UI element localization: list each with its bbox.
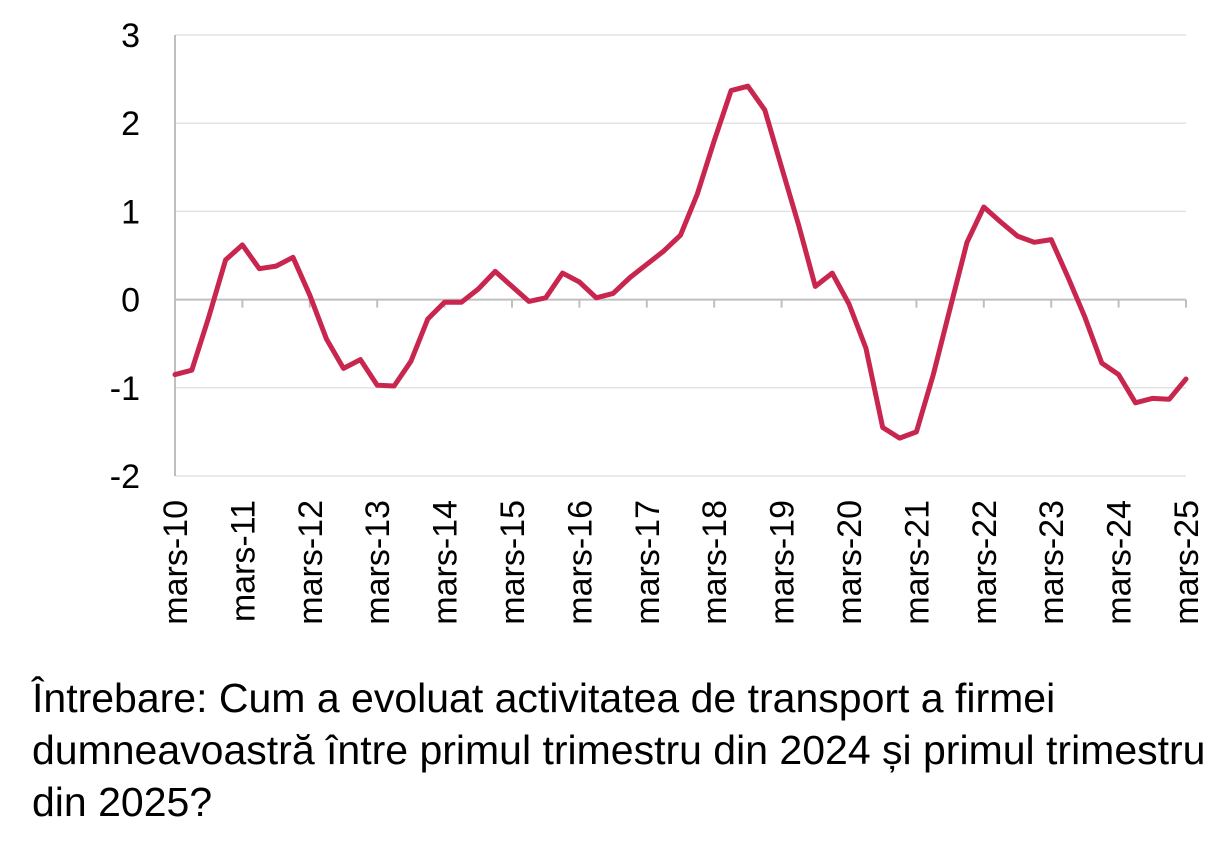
y-tick-label: 2 [121, 105, 140, 143]
axes [174, 35, 1187, 476]
x-tick-label: mars-16 [561, 500, 599, 625]
x-tick-label: mars-19 [764, 500, 802, 625]
y-axis-tick-labels: 3 2 1 0 -1 -2 [110, 17, 140, 496]
x-tick-label: mars-17 [629, 500, 667, 625]
x-tick-label: mars-22 [966, 500, 1004, 625]
y-tick-label: 1 [121, 193, 140, 231]
x-axis-tick-labels: mars-10 mars-11 mars-12 mars-13 mars-14 mars-… [157, 500, 1206, 625]
y-tick-label: -2 [110, 458, 140, 496]
y-tick-label: 0 [121, 282, 140, 320]
x-tick-label: mars-25 [1168, 500, 1206, 625]
series-line [172, 83, 1189, 441]
x-tick-label: mars-13 [359, 500, 397, 625]
x-tick-label: mars-18 [696, 500, 734, 625]
x-tick-label: mars-15 [494, 500, 532, 625]
x-tick-label: mars-23 [1033, 500, 1071, 625]
series-layer [172, 83, 1189, 441]
y-tick-label: 3 [121, 17, 140, 55]
x-tick-label: mars-21 [898, 500, 936, 625]
x-tick-label: mars-14 [427, 500, 465, 625]
x-tick-label: mars-20 [831, 500, 869, 625]
x-tick-label: mars-12 [292, 500, 330, 625]
y-tick-label: -1 [110, 370, 140, 408]
x-tick-label: mars-24 [1101, 500, 1139, 625]
question-caption: Întrebare: Cum a evoluat activitatea de … [32, 675, 1206, 825]
x-tick-label: mars-10 [157, 500, 195, 625]
x-tick-label: mars-11 [224, 500, 262, 622]
gridlines [175, 34, 1186, 477]
